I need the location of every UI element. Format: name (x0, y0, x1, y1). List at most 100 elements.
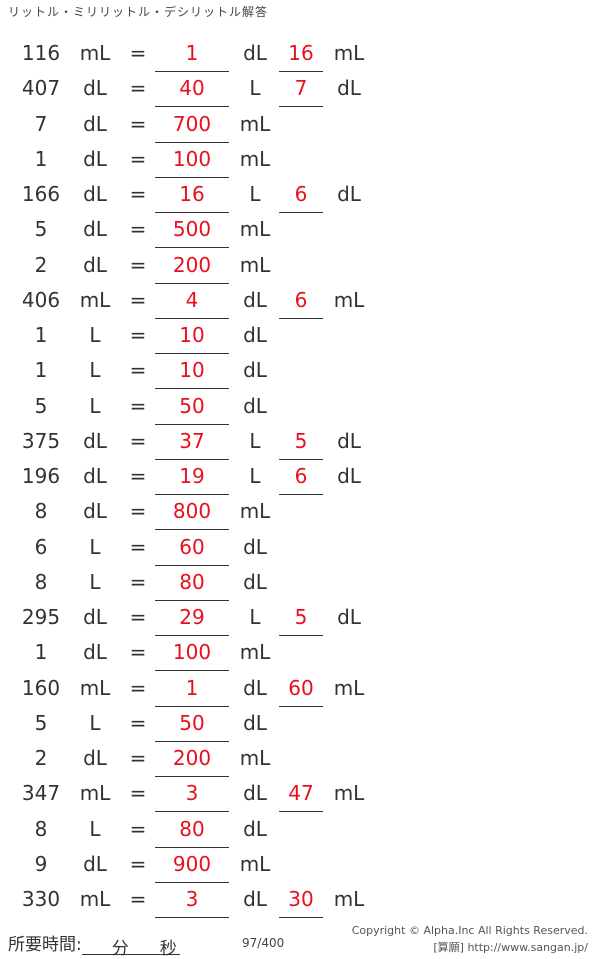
answer-2[interactable]: 5 (279, 600, 323, 636)
given-value: 8 (34, 569, 48, 594)
copyright-text: Copyright © Alpha.Inc All Rights Reserve… (351, 924, 588, 937)
given-unit: mL (79, 675, 111, 700)
given-unit: dL (83, 111, 107, 136)
equals-sign: = (129, 252, 147, 277)
answer-1[interactable]: 1 (155, 36, 229, 72)
answer-1[interactable]: 800 (155, 494, 229, 531)
answer-1[interactable]: 100 (155, 142, 229, 178)
equals-sign: = (129, 464, 147, 488)
answer-unit-1: dL (243, 393, 267, 418)
given-unit: dL (83, 146, 107, 171)
answer-2[interactable]: 5 (279, 424, 323, 460)
answer-unit-2: mL (333, 41, 365, 65)
given-unit: dL (83, 851, 107, 876)
given-value: 347 (21, 781, 61, 806)
given-unit: dL (83, 76, 107, 101)
answer-unit-1: dL (243, 710, 267, 735)
answer-1[interactable]: 60 (155, 530, 229, 566)
answer-1[interactable]: 80 (155, 565, 229, 601)
equals-sign: = (129, 111, 147, 136)
given-unit: dL (83, 640, 107, 665)
answer-2[interactable]: 7 (279, 71, 323, 108)
answer-1[interactable]: 1 (155, 671, 229, 707)
given-unit: dL (83, 182, 107, 206)
answer-1[interactable]: 80 (155, 812, 229, 848)
answer-unit-1: dL (243, 534, 267, 559)
answer-2[interactable]: 30 (279, 882, 323, 918)
answer-unit-1: dL (243, 887, 267, 911)
equals-sign: = (129, 182, 147, 206)
equals-sign: = (129, 640, 147, 665)
problem-row: 8 L = 80 dL (0, 812, 600, 848)
answer-1[interactable]: 4 (155, 283, 229, 319)
answer-1[interactable]: 29 (155, 600, 229, 636)
answer-1[interactable]: 10 (155, 353, 229, 390)
answer-1[interactable]: 700 (155, 107, 229, 143)
equals-sign: = (129, 76, 147, 101)
problem-row: 1 L = 10 dL (0, 353, 600, 390)
minutes-label: 分 (111, 939, 129, 959)
answer-2[interactable]: 6 (279, 283, 323, 319)
answer-1[interactable]: 19 (155, 459, 229, 495)
problem-row: 8 dL = 800 mL (0, 494, 600, 531)
given-unit: L (89, 534, 101, 559)
answer-1[interactable]: 50 (155, 389, 229, 425)
copyright: Copyright © Alpha.Inc All Rights Reserve… (352, 922, 588, 956)
answer-1[interactable]: 10 (155, 318, 229, 354)
given-value: 160 (21, 675, 61, 700)
problem-row: 375 dL = 37 L 5 dL (0, 424, 600, 460)
problem-row: 166 dL = 16 L 6 dL (0, 177, 600, 213)
answer-2[interactable]: 6 (279, 459, 323, 495)
given-unit: L (89, 323, 101, 347)
answer-unit-1: dL (243, 816, 267, 841)
given-value: 2 (34, 746, 48, 770)
answer-1[interactable]: 37 (155, 424, 229, 460)
problem-row: 116 mL = 1 dL 16 mL (0, 36, 600, 72)
answer-2[interactable]: 47 (279, 776, 323, 813)
given-value: 8 (34, 816, 48, 841)
time-line[interactable]: 分秒 (81, 934, 180, 959)
answer-unit-2: mL (333, 675, 365, 700)
answer-1[interactable]: 3 (155, 882, 229, 918)
given-unit: L (89, 393, 101, 418)
answer-1[interactable]: 3 (155, 776, 229, 813)
equals-sign: = (129, 428, 147, 453)
given-unit: dL (83, 464, 107, 488)
problem-row: 9 dL = 900 mL (0, 847, 600, 883)
problem-row: 406 mL = 4 dL 6 mL (0, 283, 600, 319)
problem-row: 1 dL = 100 mL (0, 635, 600, 672)
problem-row: 8 L = 80 dL (0, 565, 600, 601)
answer-1[interactable]: 200 (155, 741, 229, 777)
given-value: 166 (21, 182, 61, 206)
answer-unit-1: dL (243, 358, 267, 383)
equals-sign: = (129, 287, 147, 312)
equals-sign: = (129, 605, 147, 629)
given-unit: dL (83, 605, 107, 629)
answer-1[interactable]: 50 (155, 706, 229, 742)
given-value: 2 (34, 252, 48, 277)
answer-1[interactable]: 200 (155, 248, 229, 284)
page-number: 97/400 (242, 936, 285, 950)
problem-row: 330 mL = 3 dL 30 mL (0, 882, 600, 918)
answer-unit-1: mL (239, 217, 271, 242)
answer-1[interactable]: 900 (155, 847, 229, 883)
given-value: 5 (34, 217, 48, 242)
problem-row: 347 mL = 3 dL 47 mL (0, 776, 600, 813)
answer-2[interactable]: 6 (279, 177, 323, 213)
answer-unit-1: L (249, 182, 261, 206)
answer-1[interactable]: 500 (155, 212, 229, 249)
given-value: 6 (34, 534, 48, 559)
given-value: 375 (21, 428, 61, 453)
given-unit: dL (83, 746, 107, 770)
answer-1[interactable]: 40 (155, 71, 229, 108)
site-link[interactable]: [算願] http://www.sangan.jp/ (433, 941, 588, 954)
answer-1[interactable]: 100 (155, 635, 229, 672)
equals-sign: = (129, 499, 147, 524)
answer-unit-2: dL (337, 428, 361, 453)
given-unit: L (89, 358, 101, 383)
answer-2[interactable]: 16 (279, 36, 323, 72)
answer-unit-2: dL (337, 464, 361, 488)
answer-1[interactable]: 16 (155, 177, 229, 213)
given-value: 5 (34, 393, 48, 418)
answer-2[interactable]: 60 (279, 671, 323, 707)
